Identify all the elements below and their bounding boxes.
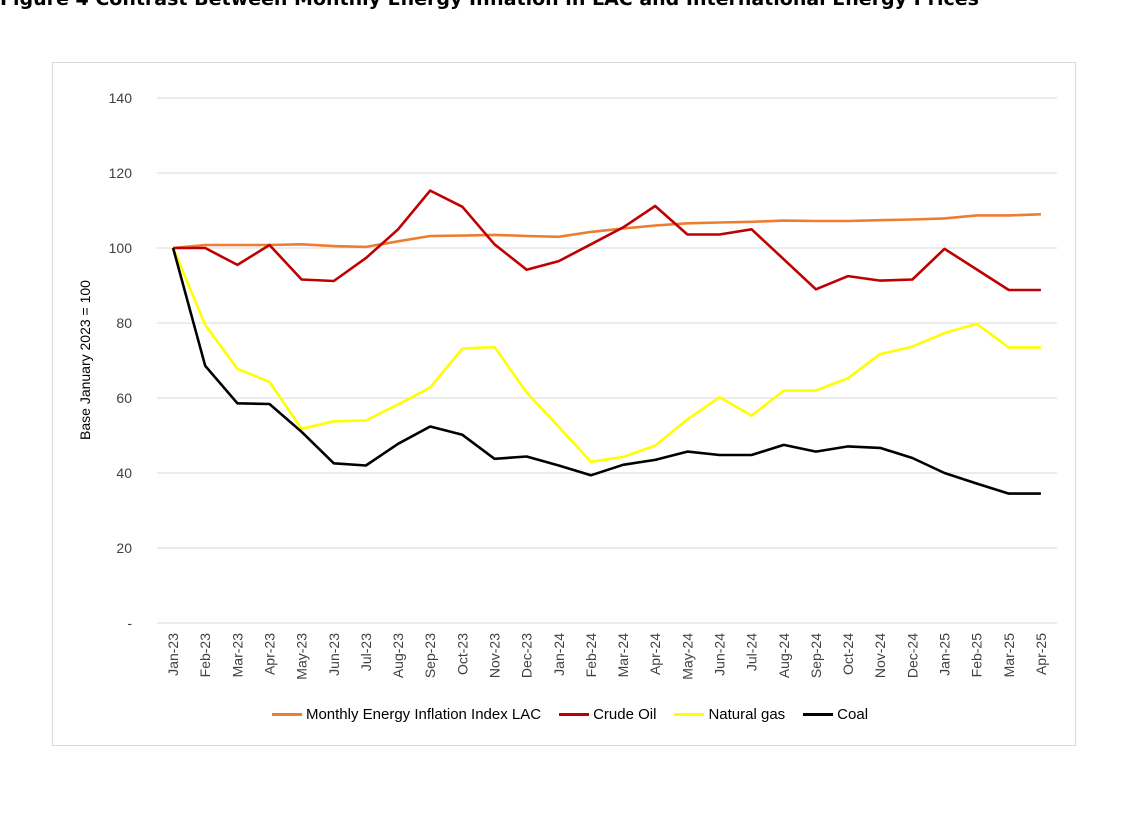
y-axis-ticks: - 20 40 60 80 100 120 140 — [109, 90, 133, 631]
x-tick-label: Jun-23 — [326, 633, 342, 676]
legend-label: Monthly Energy Inflation Index LAC — [305, 706, 542, 723]
x-tick-label: Apr-24 — [647, 633, 663, 675]
legend-swatch — [559, 713, 590, 716]
x-tick-label: Sep-24 — [808, 633, 824, 678]
legend-item: Monthly Energy Inflation Index LAC — [271, 706, 542, 723]
x-tick-label: Sep-23 — [422, 633, 438, 678]
y-tick-label: 20 — [116, 540, 132, 556]
chart-legend: Monthly Energy Inflation Index LAC Crude … — [0, 706, 1140, 723]
x-tick-label: Jul-24 — [744, 633, 760, 671]
x-tick-label: Oct-24 — [840, 633, 856, 675]
x-tick-label: Aug-23 — [390, 633, 406, 678]
legend-label: Crude Oil — [593, 706, 657, 723]
chart-frame — [52, 62, 1076, 746]
y-axis-label: Base January 2023 = 100 — [77, 280, 93, 440]
x-tick-label: Apr-25 — [1033, 633, 1049, 675]
legend-label: Natural gas — [708, 706, 786, 723]
x-tick-label: Oct-23 — [454, 633, 470, 675]
legend-item: Natural gas — [674, 706, 785, 723]
gridlines — [157, 97, 1057, 624]
x-tick-label: Nov-24 — [872, 633, 888, 678]
x-tick-label: May-24 — [679, 633, 695, 680]
series-line-crude-oil — [173, 189, 1041, 292]
x-tick-label: May-23 — [294, 633, 310, 680]
legend-label: Coal — [837, 706, 869, 723]
legend-item: Coal — [803, 706, 868, 723]
y-tick-label: 80 — [116, 315, 132, 331]
x-tick-label: Mar-24 — [615, 633, 631, 678]
y-tick-label: 60 — [116, 390, 132, 406]
x-tick-label: Mar-23 — [229, 633, 245, 678]
x-tick-label: Mar-25 — [1001, 633, 1017, 678]
x-tick-label: Feb-25 — [969, 633, 985, 678]
x-tick-label: Jul-23 — [358, 633, 374, 671]
x-tick-label: Dec-23 — [519, 633, 535, 678]
x-tick-label: Nov-23 — [487, 633, 503, 678]
x-tick-label: Aug-24 — [776, 633, 792, 678]
x-tick-label: Apr-23 — [262, 633, 278, 675]
x-tick-label: Jan-25 — [937, 633, 953, 676]
series-line-monthly-energy-inflation-index-lac — [172, 213, 1041, 250]
x-tick-label: Jun-24 — [712, 633, 728, 676]
legend-swatch — [803, 713, 834, 716]
y-tick-label: 40 — [116, 465, 132, 481]
y-tick-label: 100 — [109, 240, 133, 256]
legend-swatch — [271, 713, 302, 716]
series-line-natural-gas — [171, 247, 1041, 464]
series-line-coal — [171, 247, 1041, 495]
y-tick-label: - — [127, 615, 132, 631]
x-axis-ticks: Jan-23 Feb-23 Mar-23 Apr-23 May-23 Jun-23 Jul-… — [165, 633, 1049, 680]
legend-item: Crude Oil — [559, 706, 656, 723]
x-tick-label: Feb-24 — [583, 633, 599, 678]
legend-swatch — [674, 713, 705, 716]
x-tick-label: Feb-23 — [197, 633, 213, 678]
figure-title: Figure 4 Contrast Between Monthly Energy… — [0, 0, 1140, 10]
x-tick-label: Jan-23 — [165, 633, 181, 676]
x-tick-label: Dec-24 — [904, 633, 920, 678]
x-tick-label: Jan-24 — [551, 633, 567, 676]
y-tick-label: 140 — [109, 90, 133, 106]
y-tick-label: 120 — [109, 165, 133, 181]
series-lines — [171, 189, 1041, 495]
